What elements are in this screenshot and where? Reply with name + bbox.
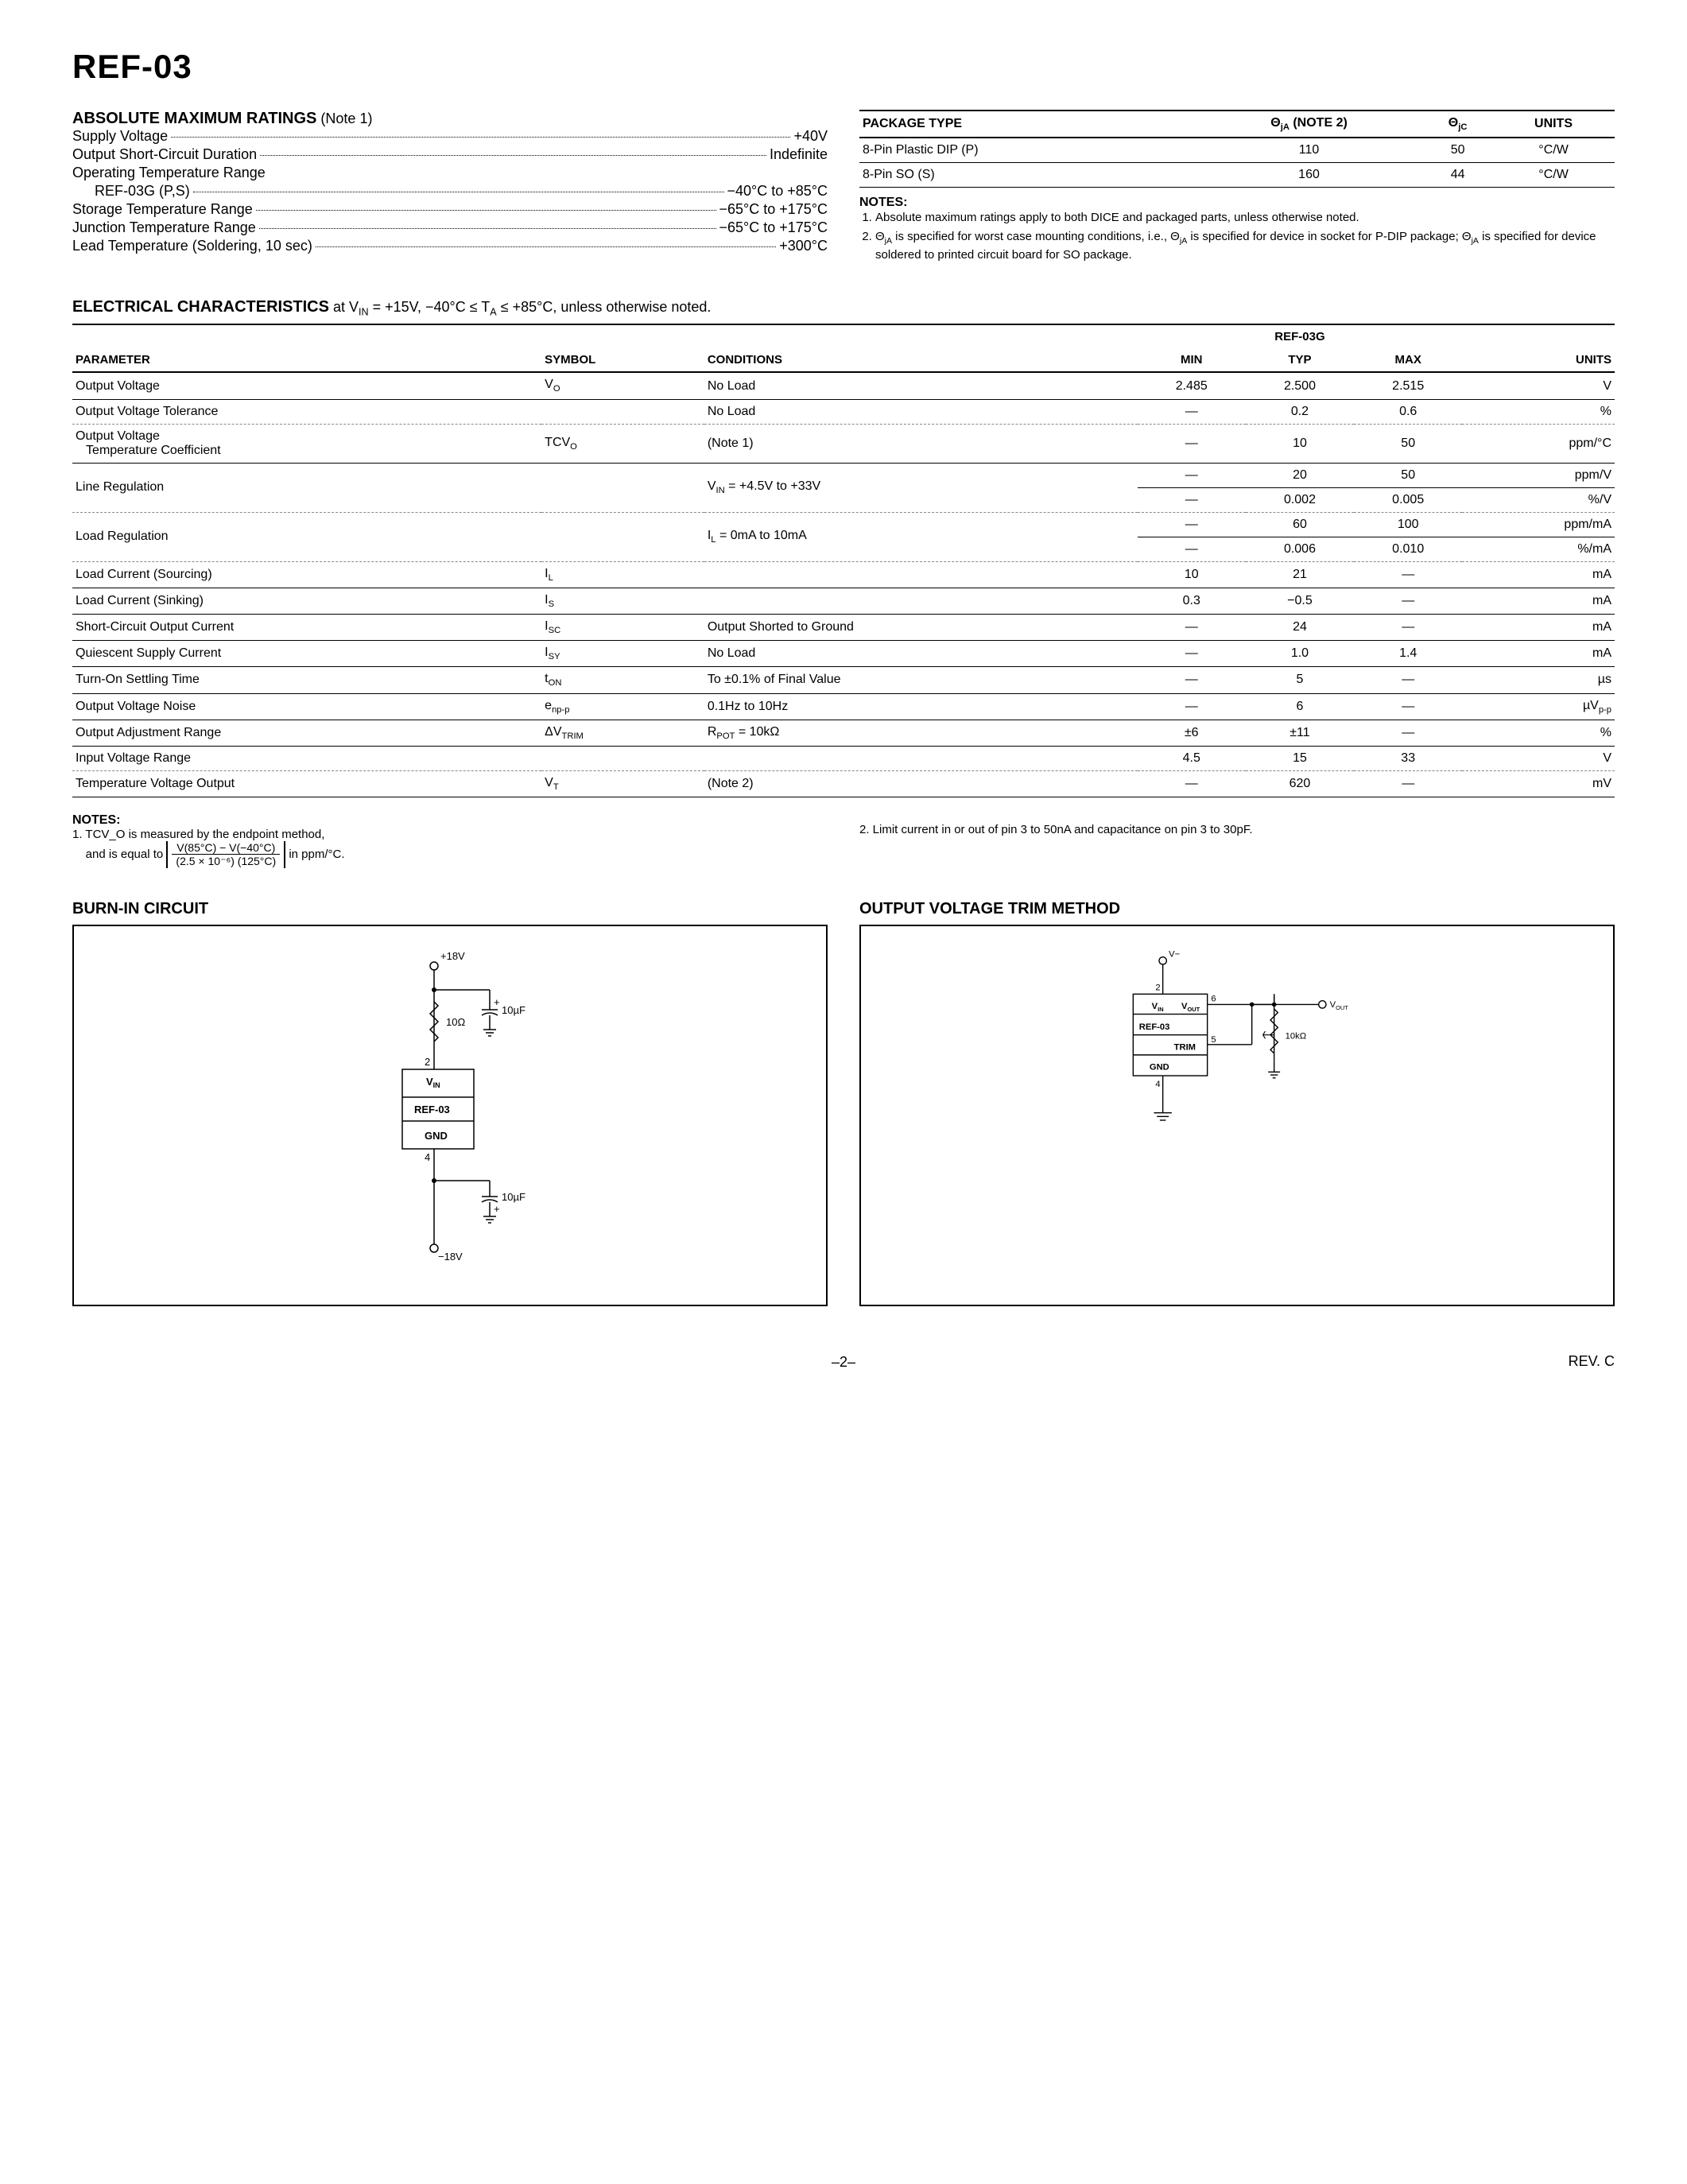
svg-text:10Ω: 10Ω <box>446 1016 465 1028</box>
ec-row: Input Voltage Range4.51533V <box>72 746 1615 770</box>
ec-row: Output Voltage Noiseenp-p0.1Hz to 10Hz—6… <box>72 693 1615 720</box>
svg-text:2: 2 <box>425 1056 430 1068</box>
svg-text:REF-03: REF-03 <box>1139 1022 1170 1032</box>
svg-text:2: 2 <box>1155 983 1160 993</box>
svg-text:+18V: +18V <box>440 950 465 962</box>
pkg-col: ΘjA (NOTE 2) <box>1195 111 1423 138</box>
svg-text:+: + <box>494 1203 500 1215</box>
ec-row: Short-Circuit Output CurrentISCOutput Sh… <box>72 615 1615 641</box>
ec-row: Load Current (Sourcing)IL1021—mA <box>72 561 1615 588</box>
ec-row: Load Current (Sinking)IS0.3−0.5—mA <box>72 588 1615 614</box>
col-min: MIN <box>1138 348 1246 372</box>
col-max: MAX <box>1354 348 1462 372</box>
svg-text:VOUT: VOUT <box>1181 1002 1200 1013</box>
pkg-note: Absolute maximum ratings apply to both D… <box>875 210 1615 226</box>
ec-row: Output Voltage ToleranceNo Load—0.20.6% <box>72 399 1615 424</box>
ec-conditions: at VIN = +15V, −40°C ≤ TA ≤ +85°C, unles… <box>333 299 711 315</box>
burnin-heading: BURN-IN CIRCUIT <box>72 900 828 918</box>
burnin-diagram: +18V 10µF 10Ω 2 VIN REF-03 GND 4 10µF + … <box>72 925 828 1306</box>
electrical-char-table: PARAMETER SYMBOL CONDITIONS REF-03G UNIT… <box>72 324 1615 797</box>
amr-heading-text: ABSOLUTE MAXIMUM RATINGS <box>72 110 316 127</box>
ec-row: Temperature Voltage OutputVT(Note 2)—620… <box>72 770 1615 797</box>
svg-text:V−: V− <box>1169 950 1180 960</box>
trim-heading: OUTPUT VOLTAGE TRIM METHOD <box>859 900 1615 918</box>
amr-line: Lead Temperature (Soldering, 10 sec)+300… <box>72 238 828 254</box>
svg-text:GND: GND <box>425 1130 448 1142</box>
svg-text:REF-03: REF-03 <box>414 1104 450 1115</box>
ec-heading-row: ELECTRICAL CHARACTERISTICS at VIN = +15V… <box>72 298 1615 318</box>
svg-text:6: 6 <box>1211 995 1216 1004</box>
part-title: REF-03 <box>72 48 1615 86</box>
ec-row: Output VoltageVONo Load2.4852.5002.515V <box>72 372 1615 399</box>
package-table: PACKAGE TYPEΘjA (NOTE 2)ΘjCUNITS 8-Pin P… <box>859 110 1615 188</box>
ec-row: Load RegulationIL = 0mA to 10mA—60100ppm… <box>72 512 1615 537</box>
svg-text:TRIM: TRIM <box>1174 1042 1196 1052</box>
svg-text:5: 5 <box>1211 1035 1216 1045</box>
amr-line: Supply Voltage+40V <box>72 128 828 145</box>
col-parameter: PARAMETER <box>72 324 541 372</box>
svg-text:10µF: 10µF <box>502 1191 525 1203</box>
amr-heading: ABSOLUTE MAXIMUM RATINGS (Note 1) <box>72 110 828 128</box>
amr-line: Storage Temperature Range−65°C to +175°C <box>72 201 828 218</box>
svg-text:10µF: 10µF <box>502 1004 525 1016</box>
ec-row: Line RegulationVIN = +4.5V to +33V—2050p… <box>72 463 1615 487</box>
amr-line: REF-03G (P,S)−40°C to +85°C <box>72 183 828 200</box>
trim-diagram: V− 2 VIN REF-03 TRIM GND 4 6 5 VOUT VOUT… <box>859 925 1615 1306</box>
ec-row: Turn-On Settling TimetONTo ±0.1% of Fina… <box>72 667 1615 693</box>
col-group: REF-03G <box>1138 324 1463 348</box>
pkg-col: PACKAGE TYPE <box>859 111 1195 138</box>
ec-row: Output Voltage Temperature CoefficientTC… <box>72 424 1615 463</box>
amr-line: Junction Temperature Range−65°C to +175°… <box>72 219 828 236</box>
pkg-note: ΘjA is specified for worst case mounting… <box>875 229 1615 262</box>
ec-notes-head: NOTES: <box>72 813 828 828</box>
amr-line: Output Short-Circuit DurationIndefinite <box>72 146 828 163</box>
amr-head-note: (Note 1) <box>320 111 372 126</box>
svg-text:+: + <box>494 996 500 1008</box>
amr-line: Operating Temperature Range <box>72 165 828 181</box>
col-symbol: SYMBOL <box>541 324 704 372</box>
pkg-row: 8-Pin SO (S)16044°C/W <box>859 163 1615 188</box>
col-conditions: CONDITIONS <box>704 324 1138 372</box>
pkg-row: 8-Pin Plastic DIP (P)11050°C/W <box>859 138 1615 163</box>
svg-text:VOUT: VOUT <box>1330 1000 1349 1011</box>
ec-row: Output Adjustment RangeΔVTRIMRPOT = 10kΩ… <box>72 720 1615 746</box>
pkg-notes-head: NOTES: <box>859 196 1615 210</box>
svg-text:GND: GND <box>1150 1063 1169 1073</box>
svg-text:4: 4 <box>425 1151 430 1163</box>
svg-text:−18V: −18V <box>438 1251 463 1263</box>
ec-row: Quiescent Supply CurrentISYNo Load—1.01.… <box>72 641 1615 667</box>
col-typ: TYP <box>1246 348 1354 372</box>
col-units: UNITS <box>1462 324 1615 372</box>
pkg-col: ΘjC <box>1423 111 1492 138</box>
ec-heading: ELECTRICAL CHARACTERISTICS <box>72 298 329 316</box>
svg-text:VIN: VIN <box>426 1076 440 1089</box>
ec-note1: 1. TCV_O is measured by the endpoint met… <box>72 828 828 868</box>
svg-text:VIN: VIN <box>1152 1002 1164 1013</box>
pkg-col: UNITS <box>1492 111 1615 138</box>
ec-note2: 2. Limit current in or out of pin 3 to 5… <box>859 823 1615 836</box>
svg-text:10kΩ: 10kΩ <box>1286 1031 1306 1041</box>
svg-text:4: 4 <box>1155 1080 1160 1089</box>
